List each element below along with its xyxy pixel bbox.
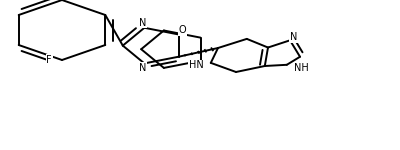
Text: HN: HN <box>189 60 204 70</box>
Text: N: N <box>139 18 146 27</box>
Text: N: N <box>139 63 146 73</box>
Text: NH: NH <box>294 63 309 73</box>
Text: N: N <box>290 32 297 42</box>
Text: F: F <box>46 55 52 65</box>
Text: O: O <box>179 25 186 35</box>
